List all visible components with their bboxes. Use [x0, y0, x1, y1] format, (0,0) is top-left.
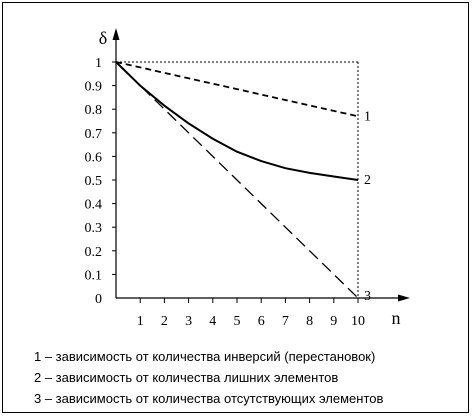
- series-line-2: [115, 61, 359, 181]
- x-tick-label-5: 5: [234, 314, 241, 329]
- y-tick-label-0.9: 0.9: [85, 80, 103, 95]
- x-tick-label-8: 8: [306, 314, 313, 329]
- x-tick-label-10: 10: [351, 314, 365, 329]
- y-tick-label-0.6: 0.6: [85, 150, 103, 165]
- y-tick-label-0.1: 0.1: [85, 268, 103, 283]
- y-tick-label-1: 1: [95, 56, 102, 71]
- y-tick-label-0.7: 0.7: [85, 127, 103, 142]
- x-axis-label: n: [392, 308, 401, 328]
- y-axis-label: δ: [99, 28, 107, 48]
- series-layer: [115, 61, 359, 299]
- series-line-3: [115, 61, 359, 299]
- x-tick-label-6: 6: [258, 314, 265, 329]
- x-tick-label-4: 4: [209, 314, 216, 329]
- y-tick-label-0.8: 0.8: [85, 103, 103, 118]
- series-label-3: 3: [364, 289, 371, 304]
- y-tick-label-0: 0: [95, 292, 102, 307]
- x-tick-label-9: 9: [330, 314, 337, 329]
- x-tick-label-7: 7: [282, 314, 289, 329]
- series-line-1: [115, 61, 359, 118]
- labels-layer: δ n 0 0.1 0.2 0.3 0.4 0.5 0.6 0.7 0.8 0.9 1 1 2 3 4 5 6 7 8 9…: [85, 28, 401, 329]
- axes: [112, 28, 410, 303]
- legend-item-3: 3 – зависимость от количества отсутствую…: [34, 391, 384, 406]
- x-axis-arrow: [398, 294, 410, 302]
- series-label-1: 1: [364, 109, 371, 124]
- y-axis-arrow: [112, 28, 120, 40]
- figure-frame: [2, 2, 469, 413]
- y-tick-label-0.4: 0.4: [85, 198, 103, 213]
- y-tick-label-0.2: 0.2: [85, 245, 103, 260]
- legend-item-1: 1 – зависимость от количества инверсий (…: [34, 349, 376, 364]
- x-tick-label-1: 1: [137, 314, 144, 329]
- legend-item-2: 2 – зависимость от количества лишних эле…: [34, 370, 339, 385]
- y-tick-label-0.3: 0.3: [85, 221, 103, 236]
- series-label-2: 2: [364, 173, 371, 188]
- x-tick-label-3: 3: [185, 314, 192, 329]
- x-tick-label-2: 2: [161, 314, 168, 329]
- y-tick-label-0.5: 0.5: [85, 174, 103, 189]
